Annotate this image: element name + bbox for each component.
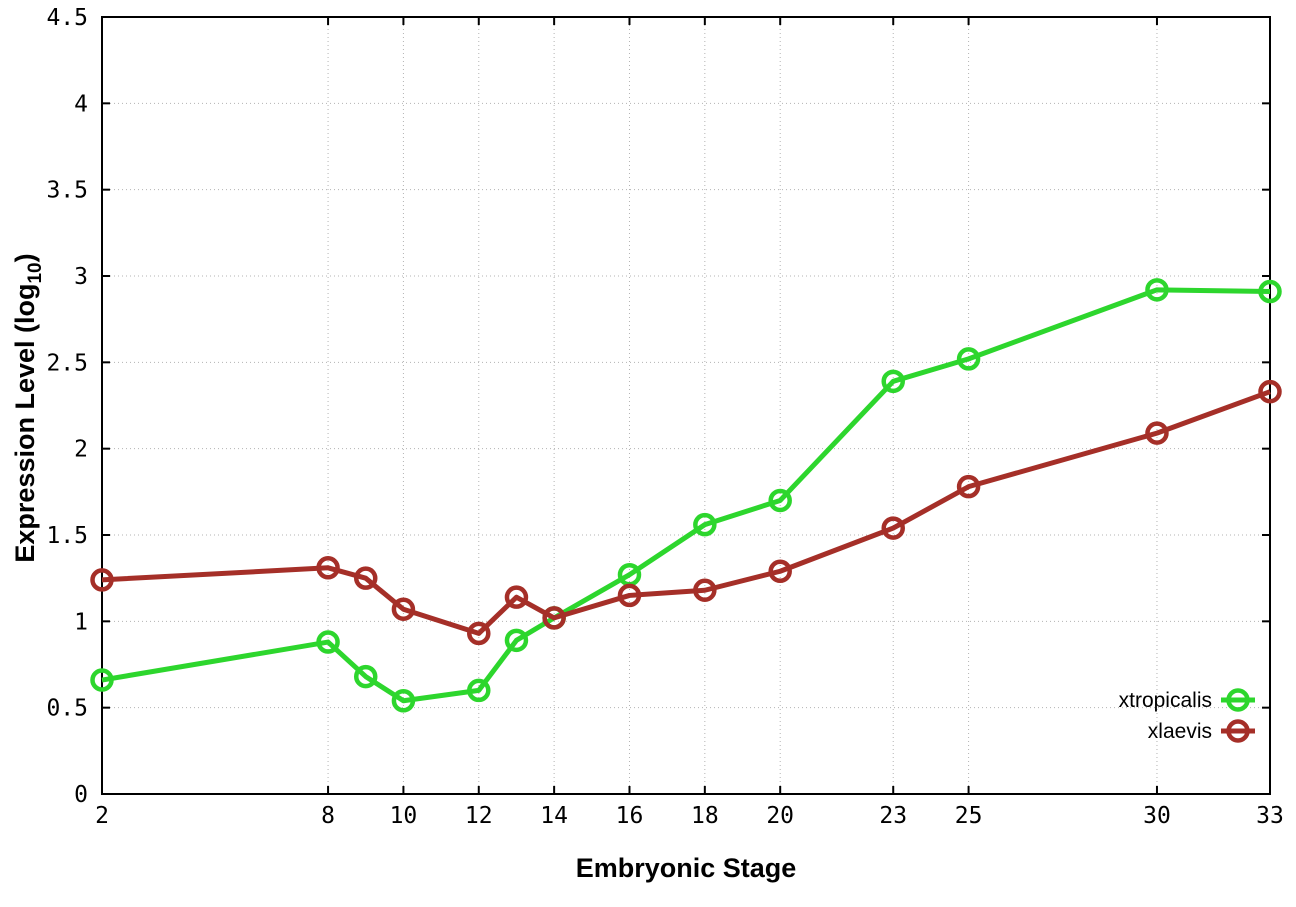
data-point-xlaevis-stage-14 xyxy=(542,606,566,630)
x-tick-label: 2 xyxy=(95,803,109,829)
legend-label-xtropicalis: xtropicalis xyxy=(1119,689,1212,712)
legend: xtropicalis xlaevis xyxy=(1119,688,1255,743)
data-point-xlaevis-stage-25 xyxy=(956,474,981,499)
x-tick-label: 23 xyxy=(879,803,907,829)
data-point-xtropicalis-stage-25 xyxy=(956,347,981,371)
y-tick-label: 0.5 xyxy=(46,696,88,722)
data-point-xtropicalis-stage-23 xyxy=(881,369,905,394)
x-tick-label: 8 xyxy=(321,803,335,829)
legend-sample-marker-xlaevis xyxy=(1226,719,1250,743)
x-tick-label: 25 xyxy=(955,803,983,829)
data-point-xlaevis-stage-33 xyxy=(1258,379,1282,404)
legend-sample-marker-xtropicalis xyxy=(1226,688,1250,712)
y-tick-label: 3.5 xyxy=(46,178,88,204)
y-axis-title: Expression Level (log10) xyxy=(10,253,46,562)
series-line-xlaevis xyxy=(101,389,1271,636)
x-tick-label: 10 xyxy=(390,803,418,829)
y-tick-label: 1.5 xyxy=(46,523,88,549)
axis-ticks xyxy=(101,16,1271,795)
y-axis-title-close-paren: ) xyxy=(10,253,40,262)
y-tick-label: 2 xyxy=(74,437,88,463)
legend-label-xlaevis: xlaevis xyxy=(1148,720,1212,743)
y-tick-label: 1 xyxy=(74,609,88,635)
plot-border xyxy=(101,16,1271,795)
y-tick-label: 4 xyxy=(74,91,88,117)
data-point-xtropicalis-stage-33 xyxy=(1258,279,1282,304)
data-point-xtropicalis-stage-10 xyxy=(391,689,416,713)
y-tick-label: 4.5 xyxy=(46,5,88,31)
x-tick-label: 30 xyxy=(1143,803,1171,829)
data-point-xlaevis-stage-8 xyxy=(316,556,340,580)
data-point-xlaevis-stage-20 xyxy=(768,559,792,584)
x-tick-label: 33 xyxy=(1256,803,1284,829)
y-axis-title-subscript: 10 xyxy=(25,262,46,283)
data-point-xtropicalis-stage-12 xyxy=(467,678,491,703)
y-tick-label: 0 xyxy=(74,782,88,808)
x-tick-label: 14 xyxy=(540,803,568,829)
series-xlaevis xyxy=(90,379,1282,646)
legend-entry-xtropicalis: xtropicalis xyxy=(1119,688,1255,712)
x-tick-label: 16 xyxy=(616,803,644,829)
data-point-xtropicalis-stage-20 xyxy=(768,488,792,513)
x-tick-label: 20 xyxy=(766,803,794,829)
y-tick-label: 2.5 xyxy=(46,350,88,376)
data-point-xtropicalis-stage-9 xyxy=(353,664,378,689)
data-point-xtropicalis-stage-18 xyxy=(693,512,717,537)
data-point-xlaevis-stage-10 xyxy=(391,597,416,621)
data-point-xlaevis-stage-18 xyxy=(693,578,717,603)
data-point-xlaevis-stage-16 xyxy=(617,583,642,608)
series-line-xtropicalis xyxy=(101,287,1271,704)
data-point-xlaevis-stage-30 xyxy=(1145,421,1169,445)
data-point-xtropicalis-stage-13 xyxy=(504,628,529,653)
data-series xyxy=(90,278,1282,713)
data-point-xlaevis-stage-2 xyxy=(90,568,114,592)
y-tick-labels: 0 0.5 1 1.5 2 2.5 3 3.5 4 4.5 xyxy=(46,5,88,808)
data-point-xlaevis-stage-13 xyxy=(504,585,529,609)
y-tick-label: 3 xyxy=(74,264,88,290)
y-axis-title-main: Expression Level (log xyxy=(10,284,40,563)
grid-lines xyxy=(101,16,1271,795)
legend-entry-xlaevis: xlaevis xyxy=(1148,719,1255,743)
data-point-xlaevis-stage-12 xyxy=(467,621,491,646)
x-tick-labels: 2 8 10 12 14 16 18 20 23 25 30 33 xyxy=(95,803,1284,829)
data-point-xlaevis-stage-9 xyxy=(353,566,378,590)
series-xtropicalis xyxy=(90,278,1282,713)
x-tick-label: 12 xyxy=(465,803,493,829)
x-tick-label: 18 xyxy=(691,803,719,829)
data-point-xlaevis-stage-23 xyxy=(881,516,905,540)
data-point-xtropicalis-stage-30 xyxy=(1145,278,1169,302)
x-axis-title: Embryonic Stage xyxy=(576,853,797,883)
data-point-xtropicalis-stage-2 xyxy=(90,668,114,692)
data-point-xtropicalis-stage-8 xyxy=(316,630,340,654)
